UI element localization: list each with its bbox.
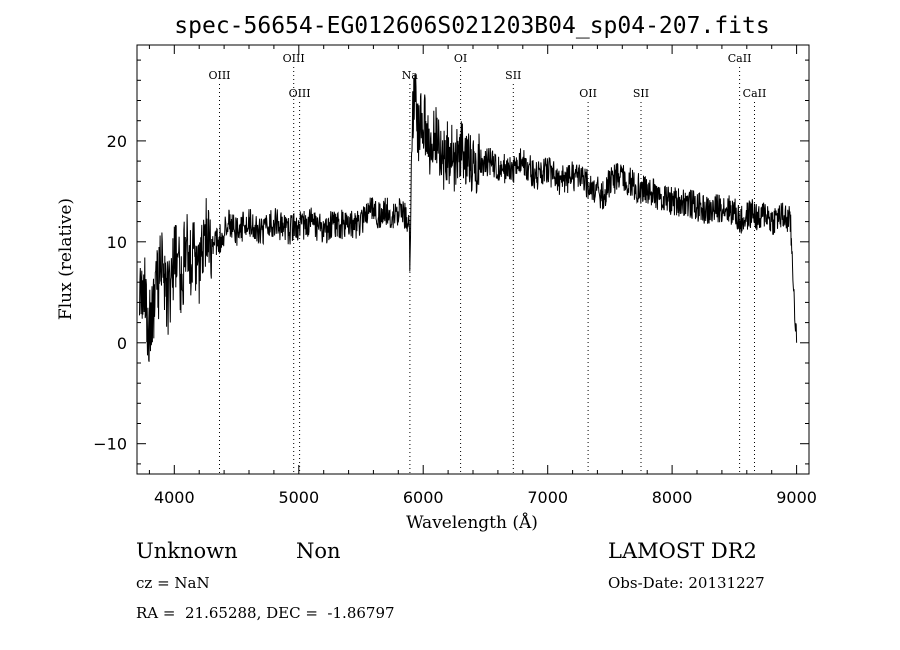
observation-date: Obs-Date: 20131227	[608, 574, 765, 592]
survey-name: LAMOST DR2	[608, 539, 757, 563]
y-tick-label: 20	[107, 132, 127, 151]
x-tick-label: 5000	[278, 488, 319, 507]
y-axis: −10 0 10 20	[93, 59, 809, 465]
ra-dec-coordinates: RA = 21.65288, DEC = -1.86797	[136, 604, 395, 622]
x-tick-label: 7000	[527, 488, 568, 507]
line-id-label: OIII	[289, 87, 311, 100]
x-tick-label: 6000	[403, 488, 444, 507]
object-subclass: Non	[296, 539, 341, 563]
line-id-label: CaII	[728, 52, 752, 65]
line-id-label: SII	[633, 87, 649, 100]
x-axis: 4000 5000 6000 7000 8000 9000	[148, 45, 817, 507]
x-tick-label: 4000	[154, 488, 195, 507]
redshift-cz: cz = NaN	[136, 574, 210, 592]
x-axis-label: Wavelength (Å)	[406, 512, 538, 533]
y-tick-label: 10	[107, 233, 127, 252]
line-id-label: SII	[505, 69, 521, 82]
x-tick-label: 8000	[652, 488, 693, 507]
chart-title: spec-56654-EG012606S021203B04_sp04-207.f…	[174, 13, 769, 39]
line-id-label: OI	[454, 52, 467, 65]
line-id-label: CaII	[743, 87, 767, 100]
line-id-label: OII	[579, 87, 597, 100]
y-axis-label: Flux (relative)	[56, 198, 76, 320]
line-id-label: OIII	[208, 69, 230, 82]
plot-frame	[136, 44, 810, 475]
spectrum-line	[139, 74, 798, 362]
object-class: Unknown	[136, 539, 238, 563]
x-tick-label: 9000	[776, 488, 817, 507]
line-id-label: OIII	[283, 52, 305, 65]
y-tick-label: −10	[93, 435, 127, 454]
y-tick-label: 0	[117, 334, 127, 353]
